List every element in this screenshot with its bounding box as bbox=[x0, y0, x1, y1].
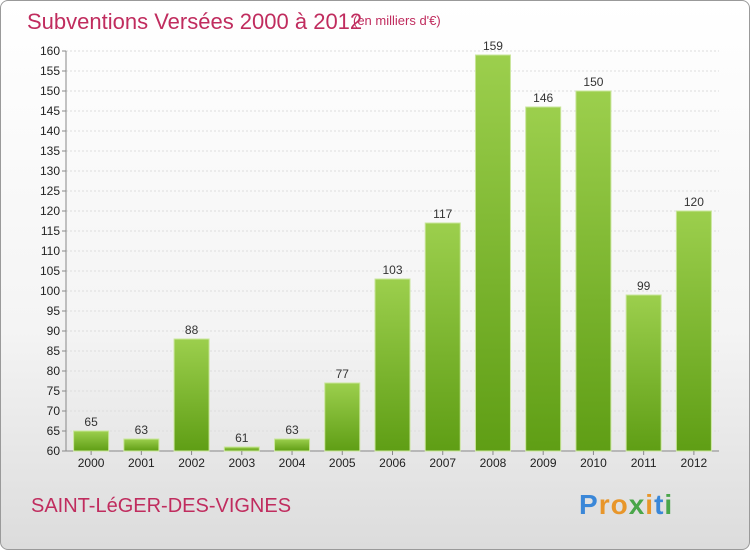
bar-2003 bbox=[223, 446, 260, 452]
y-tick-label: 65 bbox=[47, 424, 61, 438]
x-tick-label: 2012 bbox=[681, 456, 708, 470]
y-tick-label: 90 bbox=[47, 324, 61, 338]
y-tick-label: 120 bbox=[40, 204, 60, 218]
value-label: 150 bbox=[583, 75, 603, 89]
value-label: 103 bbox=[382, 263, 402, 277]
bar-2000 bbox=[73, 430, 110, 452]
x-tick-label: 2011 bbox=[631, 456, 657, 470]
value-label: 99 bbox=[637, 279, 651, 293]
bar-2008 bbox=[474, 54, 511, 452]
logo-letter: P bbox=[579, 489, 599, 520]
chart-subtitle: (en milliers d'€) bbox=[353, 13, 441, 28]
x-tick-label: 2006 bbox=[379, 456, 406, 470]
y-tick-label: 145 bbox=[40, 104, 60, 118]
proxiti-logo: Proxiti bbox=[579, 489, 673, 521]
y-tick-label: 95 bbox=[47, 304, 61, 318]
y-tick-label: 85 bbox=[47, 344, 61, 358]
x-tick-label: 2001 bbox=[128, 456, 155, 470]
value-label: 63 bbox=[285, 423, 299, 437]
y-tick-label: 105 bbox=[40, 264, 60, 278]
logo-letter: t bbox=[654, 489, 665, 520]
value-label: 146 bbox=[533, 91, 553, 105]
y-tick-label: 135 bbox=[40, 144, 60, 158]
y-tick-label: 100 bbox=[40, 284, 60, 298]
bar-2006 bbox=[374, 278, 411, 452]
bar-2007 bbox=[424, 222, 461, 452]
x-tick-label: 2004 bbox=[279, 456, 306, 470]
bar-2011 bbox=[625, 294, 662, 452]
bar-2012 bbox=[675, 210, 712, 452]
y-tick-label: 155 bbox=[40, 64, 60, 78]
value-label: 88 bbox=[185, 323, 199, 337]
logo-letter: i bbox=[664, 489, 674, 520]
x-tick-labels: 2000 2001 2002 2003 2004 2005 2006 2007 2008 2009… bbox=[78, 451, 708, 470]
logo-letter: o bbox=[610, 489, 629, 520]
value-label: 120 bbox=[684, 195, 704, 209]
x-tick-label: 2010 bbox=[580, 456, 607, 470]
y-tick-label: 160 bbox=[40, 44, 60, 58]
value-label: 117 bbox=[433, 207, 452, 221]
logo-letter: x bbox=[628, 489, 646, 520]
value-label: 159 bbox=[483, 39, 503, 53]
x-tick-label: 2003 bbox=[228, 456, 255, 470]
y-tick-label: 70 bbox=[47, 404, 61, 418]
bar-2009 bbox=[525, 106, 562, 452]
bar-2001 bbox=[123, 438, 160, 452]
y-tick-label: 125 bbox=[40, 184, 60, 198]
commune-name: SAINT-LéGER-DES-VIGNES bbox=[31, 495, 292, 517]
y-tick-label: 150 bbox=[40, 84, 60, 98]
bar-2005 bbox=[324, 382, 361, 452]
bar-2004 bbox=[274, 438, 311, 452]
value-label: 65 bbox=[84, 415, 98, 429]
y-tick-labels: 60 65 70 75 80 85 90 95 100 105 110 115 120 125 130 135… bbox=[40, 44, 66, 458]
bar-2010 bbox=[575, 90, 612, 452]
y-tick-label: 110 bbox=[41, 244, 60, 258]
x-tick-label: 2009 bbox=[530, 456, 557, 470]
x-tick-label: 2002 bbox=[178, 456, 205, 470]
y-tick-label: 75 bbox=[47, 384, 61, 398]
chart-title: Subventions Versées 2000 à 2012 bbox=[27, 9, 363, 34]
y-tick-label: 115 bbox=[41, 224, 60, 238]
y-tick-label: 140 bbox=[40, 124, 60, 138]
logo-letter: i bbox=[645, 489, 655, 520]
x-tick-label: 2008 bbox=[480, 456, 507, 470]
x-tick-label: 2005 bbox=[329, 456, 356, 470]
logo-letter: r bbox=[598, 489, 611, 520]
bar-2002 bbox=[173, 338, 210, 452]
value-label: 77 bbox=[336, 367, 350, 381]
value-label: 63 bbox=[135, 423, 149, 437]
x-tick-label: 2000 bbox=[78, 456, 105, 470]
y-tick-label: 130 bbox=[40, 164, 60, 178]
x-tick-label: 2007 bbox=[429, 456, 456, 470]
value-label: 61 bbox=[235, 431, 249, 445]
y-tick-label: 80 bbox=[47, 364, 61, 378]
bars: 65 63 88 61 63 77 103 117 159 146 150 99 120 bbox=[73, 39, 712, 452]
y-tick-label: 60 bbox=[47, 444, 61, 458]
